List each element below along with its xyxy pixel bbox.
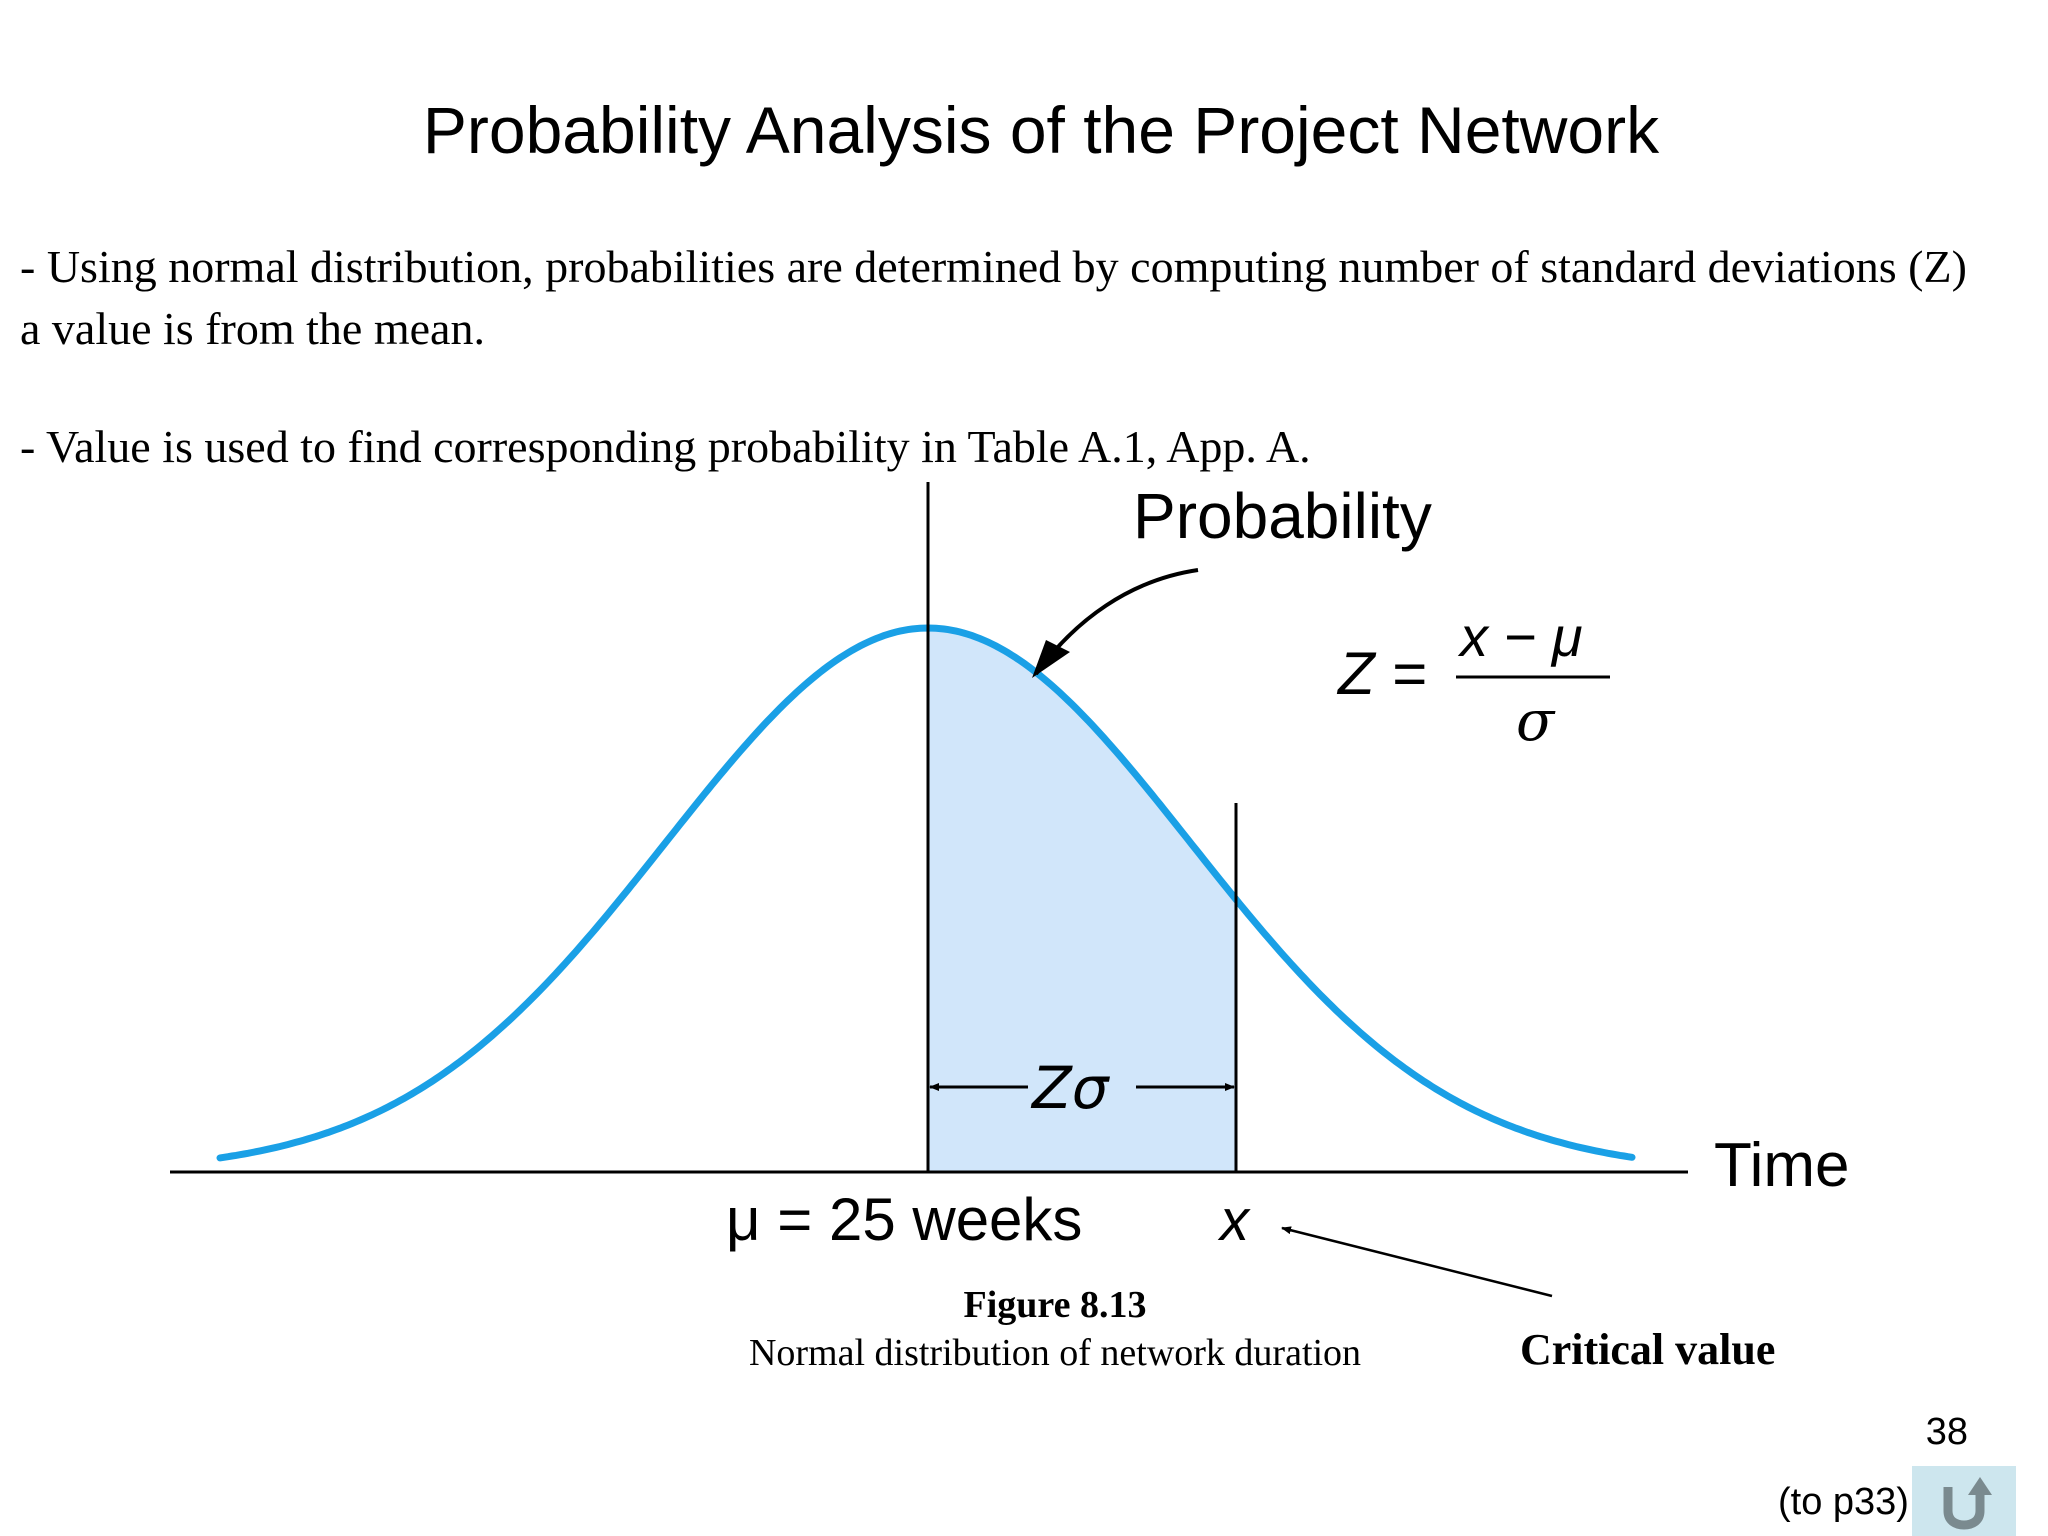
- page-number: 38: [1925, 1411, 1968, 1453]
- figure-caption: Normal distribution of network duration: [748, 1332, 1362, 1374]
- bullet-table-lookup: - Value is used to find corresponding pr…: [20, 421, 1311, 472]
- probability-arrowhead: [1032, 640, 1070, 678]
- time-axis-label: Time: [1714, 1131, 1849, 1200]
- figure-number: Figure 8.13: [963, 1284, 1147, 1326]
- formula-numerator: x − μ: [1457, 605, 1583, 668]
- critical-value-label: Critical value: [1520, 1325, 1776, 1374]
- x-label: x: [1217, 1188, 1251, 1253]
- z-sigma-label: Zσ: [1030, 1054, 1111, 1122]
- critical-value-pointer: [1281, 1226, 1553, 1298]
- bullet-standard-deviations: - Using normal distribution, probabiliti…: [20, 241, 1967, 354]
- formula-z: Z =: [1336, 640, 1426, 707]
- return-button[interactable]: [1912, 1466, 2016, 1536]
- slide-title: Probability Analysis of the Project Netw…: [422, 93, 1660, 167]
- probability-label: Probability: [1133, 480, 1432, 552]
- formula-denominator: σ: [1516, 689, 1556, 754]
- probability-shaded-area: [928, 628, 1236, 1172]
- return-arrow-icon: [1943, 1477, 1992, 1530]
- normal-curve: [216, 624, 1636, 1162]
- back-to-page-link[interactable]: (to p33): [1778, 1481, 1909, 1523]
- mean-label: μ = 25 weeks: [726, 1186, 1082, 1253]
